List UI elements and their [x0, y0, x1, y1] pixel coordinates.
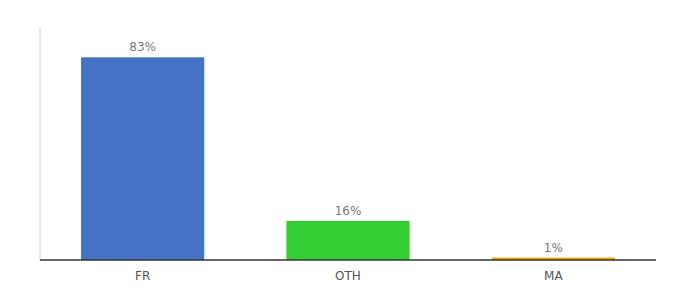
data-label: 1%: [544, 241, 563, 255]
data-label: 83%: [129, 40, 156, 54]
x-tick-label: MA: [544, 269, 563, 283]
bars: [81, 57, 615, 260]
chart-svg: FR OTH MA 83% 16% 1%: [0, 0, 680, 300]
x-tick-label: OTH: [335, 269, 361, 283]
bar: [286, 221, 409, 260]
x-axis-line: [40, 259, 656, 261]
bar: [81, 57, 204, 260]
x-tick-label: FR: [135, 269, 150, 283]
y-axis-line: [40, 28, 41, 260]
data-label: 16%: [335, 204, 362, 218]
chart-container: FR OTH MA 83% 16% 1%: [0, 0, 680, 300]
